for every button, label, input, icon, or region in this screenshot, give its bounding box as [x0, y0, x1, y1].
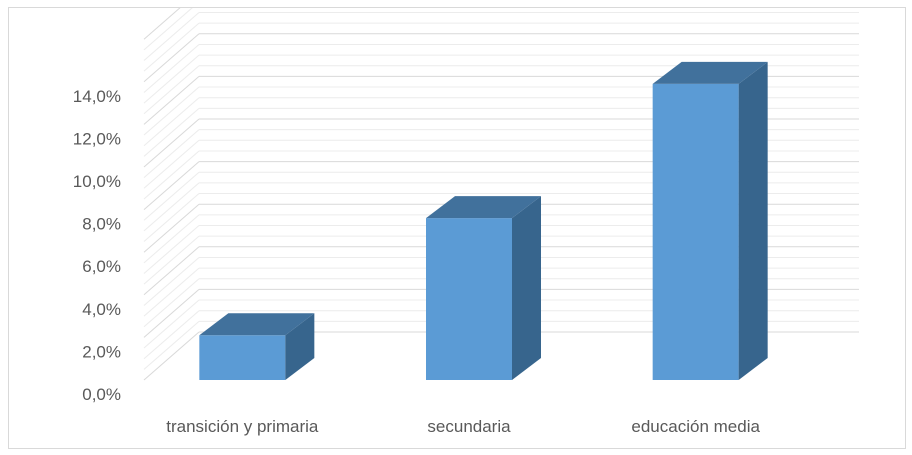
gridline-side — [143, 214, 200, 264]
gridline-side — [143, 246, 200, 296]
gridline-side — [143, 65, 200, 115]
y-tick-label: 12,0% — [73, 129, 121, 148]
y-axis-tick-labels: 0,0% 2,0% 4,0% 6,0% 8,0% 10,0% 12,0% 14,0% — [73, 87, 121, 404]
gridline-side — [143, 182, 200, 232]
bar-top-face — [426, 196, 541, 219]
gridline-side — [143, 44, 200, 93]
bar-front-face — [652, 83, 739, 381]
gridline-side — [143, 22, 200, 72]
y-tick-label: 6,0% — [82, 257, 121, 276]
bar-front-face — [199, 335, 286, 380]
bar-side-face — [512, 196, 541, 380]
y-tick-label: 14,0% — [73, 87, 121, 106]
gridline-side — [143, 8, 193, 51]
gridline-side — [143, 193, 200, 242]
gridline-side — [143, 8, 181, 40]
bar-top-face — [199, 313, 315, 336]
gridline-side — [143, 54, 200, 104]
gridline-side — [143, 97, 200, 147]
gridline-side — [143, 150, 200, 200]
gridline-side — [143, 129, 200, 179]
bar-chart-3d: 0,0% 2,0% 4,0% 6,0% 8,0% 10,0% 12,0% 14,0% tran… — [73, 8, 859, 436]
gridline-side — [143, 139, 200, 189]
gridline-side — [143, 235, 200, 285]
gridline-side — [143, 203, 200, 253]
y-tick-label: 2,0% — [82, 342, 121, 361]
bar — [426, 196, 541, 380]
gridline-side — [143, 310, 200, 360]
y-tick-label: 10,0% — [73, 172, 121, 191]
bar-top-face — [652, 61, 768, 84]
bar-side-face — [285, 313, 315, 380]
gridline-side — [143, 33, 200, 83]
x-axis-category-labels: transición y primaria secundaria educación… — [166, 417, 760, 436]
gridline-side — [143, 107, 200, 157]
gridline-side — [143, 161, 200, 210]
gridline-side — [143, 76, 200, 125]
category-label: transición y primaria — [166, 417, 319, 436]
category-label: secundaria — [427, 417, 511, 436]
chart-area: 0,0% 2,0% 4,0% 6,0% 8,0% 10,0% 12,0% 14,0% tran… — [8, 7, 906, 449]
gridline-side — [143, 171, 200, 221]
gridline-side — [143, 12, 200, 61]
bar — [652, 61, 768, 381]
bar-side-face — [738, 61, 768, 381]
gridline-side — [143, 86, 200, 136]
gridline-side — [143, 299, 200, 349]
bars — [199, 61, 768, 381]
y-tick-label: 8,0% — [82, 215, 121, 234]
y-tick-label: 4,0% — [82, 300, 121, 319]
bar-front-face — [426, 218, 512, 380]
gridline-side — [143, 331, 200, 381]
bar — [199, 313, 315, 380]
y-tick-label: 0,0% — [82, 385, 121, 404]
gridline-side — [143, 289, 200, 338]
gridline-side — [143, 257, 200, 306]
gridline-side — [143, 278, 200, 328]
gridline-side — [143, 320, 200, 370]
category-label: educación media — [631, 417, 760, 436]
gridline-side — [143, 225, 200, 274]
gridline-side — [143, 267, 200, 317]
gridline-side — [143, 118, 200, 168]
